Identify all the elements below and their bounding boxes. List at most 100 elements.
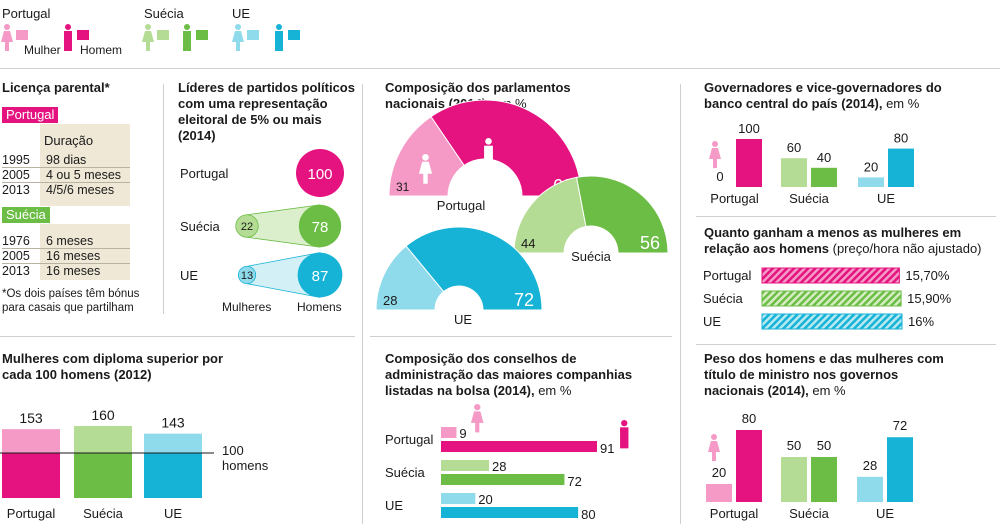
party-leaders-chart: Portugal 100 Suécia 22 78 UE 13 87 — [180, 149, 344, 298]
central-bank-title-text: Governadores e vice-governadores do banc… — [704, 80, 942, 111]
pay-gap-value: 15,70% — [905, 268, 950, 283]
divider — [370, 336, 672, 337]
boards-men-value: 80 — [581, 507, 595, 522]
central-bank-women-value: 20 — [864, 159, 878, 174]
woman-icon — [708, 434, 720, 461]
degrees-title: Mulheres com diploma superior por cada 1… — [2, 351, 224, 382]
central-bank-unit: em % — [886, 96, 920, 111]
divider — [362, 84, 363, 524]
licence-value: 6 meses — [46, 234, 94, 248]
party-leaders-men-bubble — [297, 252, 343, 298]
boards-unit: em % — [538, 383, 572, 398]
party-leaders-title: Líderes de partidos políticos com uma re… — [178, 80, 355, 143]
ministers-women-bar — [781, 457, 807, 502]
legend-swatch — [288, 30, 300, 40]
boards-men-value: 91 — [600, 441, 614, 456]
boards-country-label: UE — [385, 498, 403, 513]
woman-icon — [142, 24, 154, 51]
licence-note-line: para casais que partilham — [2, 302, 134, 314]
central-bank-men-bar — [811, 167, 837, 187]
ministers-women-value: 28 — [863, 458, 877, 473]
ministers-men-bar — [736, 430, 762, 502]
parliament-men-value: 56 — [640, 233, 660, 253]
licence-box — [40, 224, 130, 280]
central-bank-men-value: 40 — [817, 150, 831, 165]
central-bank-men-value: 100 — [738, 121, 760, 136]
licence-duration-header: Duração — [44, 133, 94, 148]
ministers-men-value: 72 — [893, 418, 907, 433]
pay-gap-subtitle: (preço/hora não ajustado) — [832, 241, 982, 256]
legend-country-suecia: Suécia — [144, 6, 184, 21]
ministers-women-value: 20 — [712, 465, 726, 480]
boards-women-value: 28 — [492, 459, 506, 474]
party-leaders-men-value: 100 — [307, 166, 332, 183]
ministers-country-label: Suécia — [789, 506, 830, 521]
licence-year: 2005 — [2, 249, 30, 263]
ministers-women-value: 50 — [787, 438, 801, 453]
central-bank-women-value: 60 — [787, 140, 801, 155]
parliament-men-value: 72 — [514, 290, 534, 310]
degrees-value: 160 — [91, 407, 115, 423]
woman-icon — [709, 141, 721, 168]
party-leaders-men-value: 87 — [312, 268, 329, 285]
party-leaders-women-label: Mulheres — [222, 300, 272, 314]
central-bank-country-label: Portugal — [710, 191, 759, 206]
legend-swatch — [196, 30, 208, 40]
parliament-women-arc — [513, 176, 587, 254]
legend-swatch — [77, 30, 89, 40]
central-bank-men-value: 80 — [894, 131, 908, 146]
party-leaders-country-label: Portugal — [180, 166, 229, 181]
top-divider — [0, 68, 1000, 69]
legend-swatch — [247, 30, 259, 40]
central-bank-women-bar — [781, 158, 807, 187]
woman-icon — [1, 24, 13, 51]
man-icon — [275, 24, 283, 51]
divider — [0, 336, 355, 337]
boards-chart: Portugal 9 91 Suécia 28 72 UE 20 80 — [385, 404, 629, 522]
degrees-bar-base — [74, 453, 132, 498]
ministers-country-label: Portugal — [710, 506, 759, 521]
party-leaders-country-label: UE — [180, 268, 198, 283]
legend-swatch — [157, 30, 169, 40]
boards-men-bar — [441, 507, 579, 518]
licence-year: 1976 — [2, 234, 30, 248]
licence-value: 98 dias — [46, 153, 87, 167]
pay-gap-bar — [761, 290, 902, 307]
boards-country-label: Suécia — [385, 465, 426, 480]
row-divider — [2, 263, 130, 264]
pay-gap-title: Quanto ganham a menos as mulheres em rel… — [704, 225, 999, 257]
boards-title-text: Composição dos conselhos de administraçã… — [385, 351, 633, 398]
row-divider — [2, 248, 130, 249]
degrees-value: 143 — [161, 415, 185, 431]
licence-note-line: *Os dois países têm bónus — [2, 288, 140, 300]
licence-country-portugal: Portugal — [2, 107, 59, 123]
pay-gap-country-label: Suécia — [703, 291, 744, 306]
ministers-women-bar — [857, 476, 883, 502]
divider — [696, 344, 996, 345]
parliament-country-label: UE — [454, 312, 472, 327]
degrees-bar-base — [144, 453, 202, 498]
ministers-title-text: Peso dos homens e das mulheres com títul… — [704, 351, 944, 398]
pay-gap-chart: Portugal 15,70% Suécia 15,90% UE 16% — [703, 267, 952, 330]
licence-value: 4 ou 5 meses — [46, 168, 122, 182]
boards-country-label: Portugal — [385, 432, 434, 447]
party-leaders-women-value: 22 — [241, 221, 253, 233]
degrees-value: 153 — [19, 410, 43, 426]
party-leaders-men-bubble — [298, 204, 342, 248]
boards-men-bar — [441, 474, 565, 485]
man-icon — [484, 138, 493, 168]
degrees-reference-value: 100 — [222, 443, 244, 458]
pay-gap-title-text: Quanto ganham a menos as mulheres em rel… — [704, 225, 962, 256]
licence-year: 2013 — [2, 264, 30, 278]
licence-title: Licença parental* — [2, 80, 110, 95]
woman-icon — [470, 404, 484, 433]
boards-women-value: 20 — [478, 492, 492, 507]
degrees-country-label: Portugal — [7, 506, 56, 521]
pay-gap-value: 16% — [908, 314, 934, 329]
party-leaders-men-value: 78 — [312, 219, 329, 236]
legend-swatch — [16, 30, 28, 40]
degrees-bar-base — [2, 453, 60, 498]
party-leaders-country-label: Suécia — [180, 219, 221, 234]
licence-value: 16 meses — [46, 249, 101, 263]
boards-women-value: 9 — [459, 426, 466, 441]
